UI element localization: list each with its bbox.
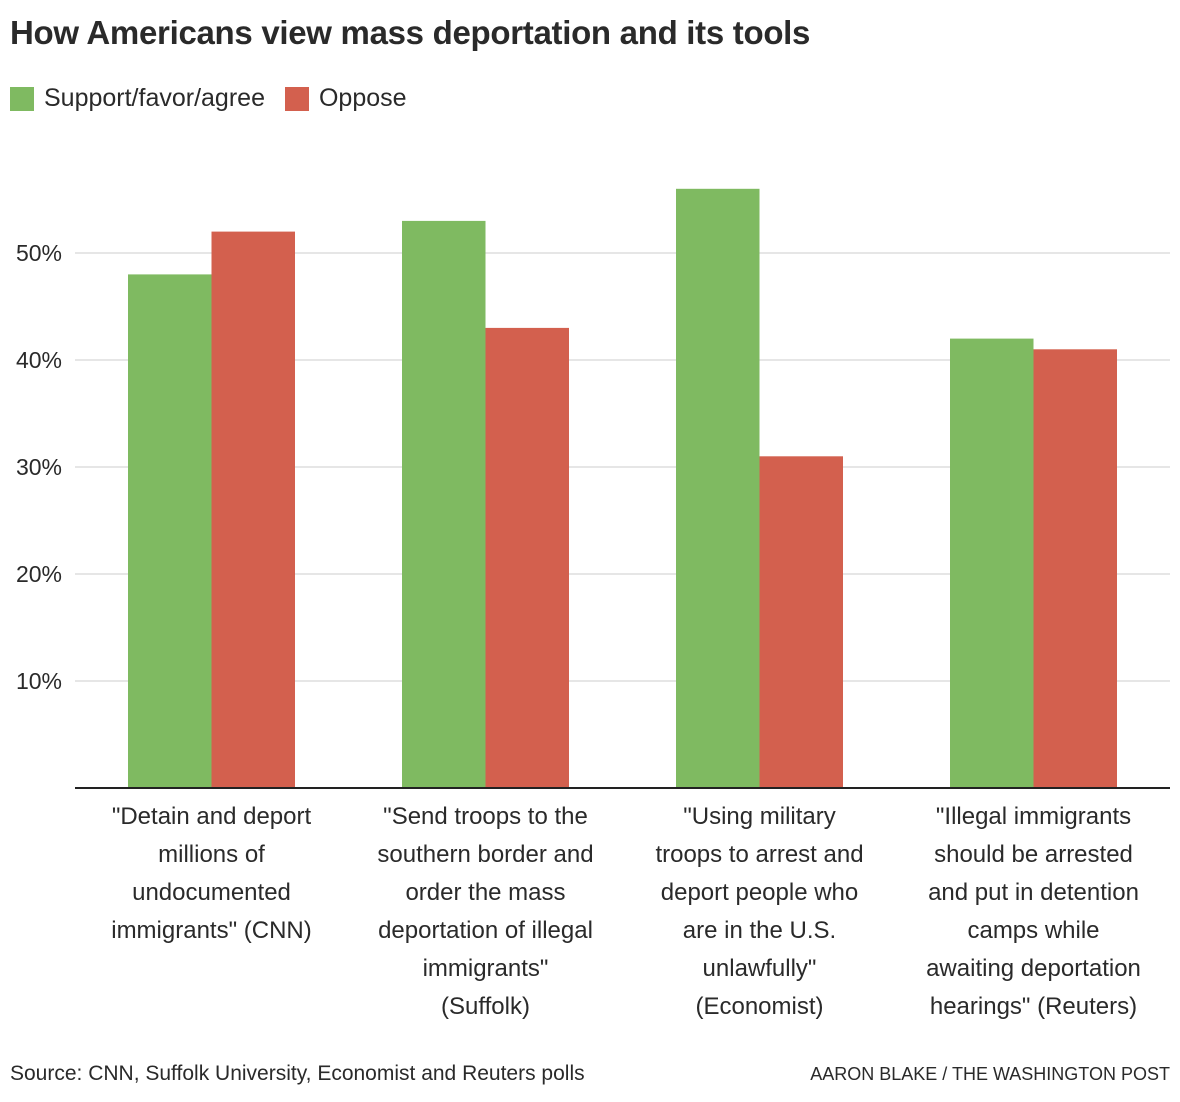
y-tick-label: 50%: [16, 240, 62, 266]
legend-swatch-oppose: [284, 86, 309, 111]
legend-item-support: Support/favor/agree: [10, 84, 265, 113]
bar-support: [676, 188, 760, 789]
chart-title: How Americans view mass deportation and …: [10, 14, 811, 51]
source-note: Source: CNN, Suffolk University, Economi…: [10, 1062, 585, 1085]
bar-oppose: [211, 231, 295, 789]
y-tick-label: 10%: [16, 668, 62, 694]
bar-support: [128, 274, 212, 788]
legend-swatch-support: [10, 86, 34, 111]
x-tick-label: "Illegal immigrants should be arrested a…: [926, 803, 1141, 1020]
y-tick-label: 30%: [16, 454, 62, 480]
y-tick-label: 40%: [16, 347, 62, 373]
bar-oppose: [759, 456, 843, 788]
credit-line: AARON BLAKE / THE WASHINGTON POST: [810, 1064, 1170, 1084]
bar-oppose: [1033, 349, 1117, 788]
bar-support: [402, 220, 486, 788]
x-tick-label: "Using military troops to arrest and dep…: [655, 803, 864, 1020]
legend-label-support: Support/favor/agree: [44, 84, 265, 112]
legend-item-oppose: Oppose: [284, 84, 407, 113]
bar-support: [950, 338, 1034, 788]
bar-oppose: [485, 327, 569, 788]
x-tick-label: "Detain and deport millions of undocumen…: [111, 803, 312, 944]
x-tick-label: "Send troops to the southern border and …: [377, 803, 594, 1020]
legend: Support/favor/agree Oppose: [10, 84, 427, 113]
y-tick-label: 20%: [16, 561, 62, 587]
legend-label-oppose: Oppose: [318, 84, 407, 112]
